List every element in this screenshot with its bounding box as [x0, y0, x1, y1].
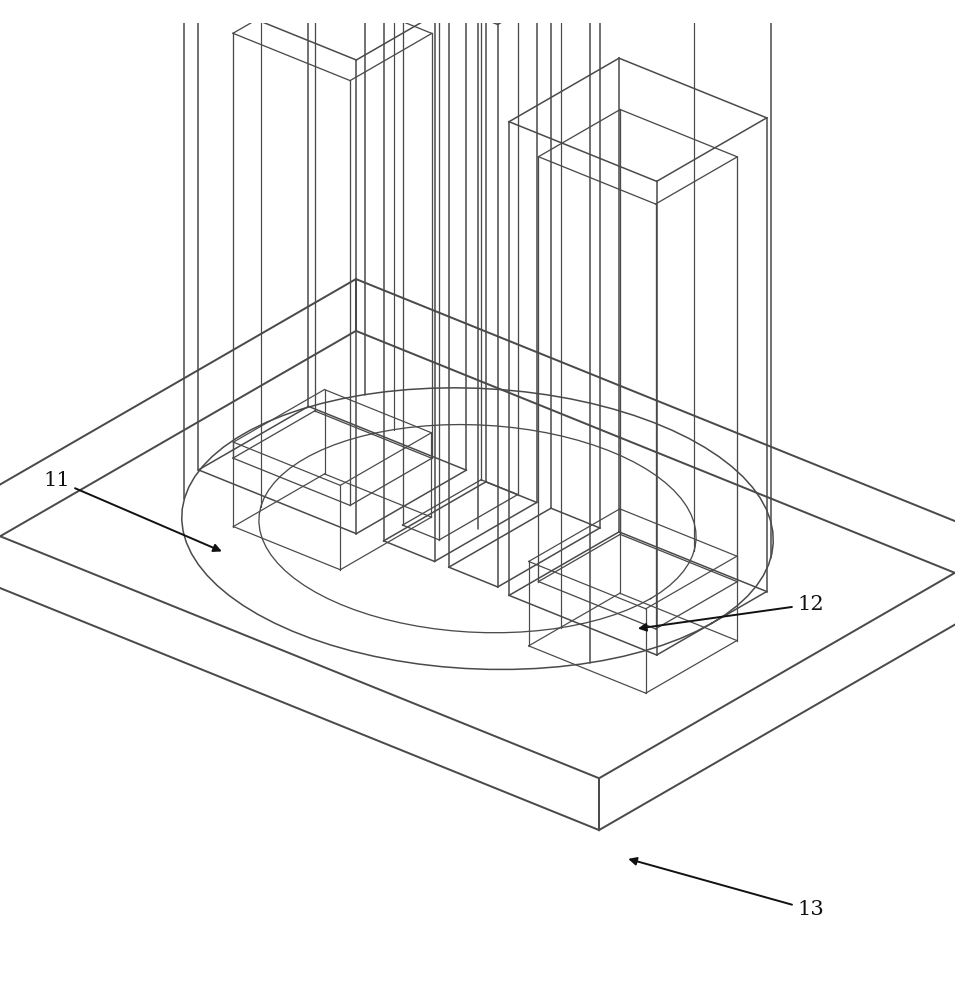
Text: 13: 13 [630, 858, 824, 919]
Text: 12: 12 [640, 595, 824, 631]
Text: 11: 11 [43, 471, 220, 551]
